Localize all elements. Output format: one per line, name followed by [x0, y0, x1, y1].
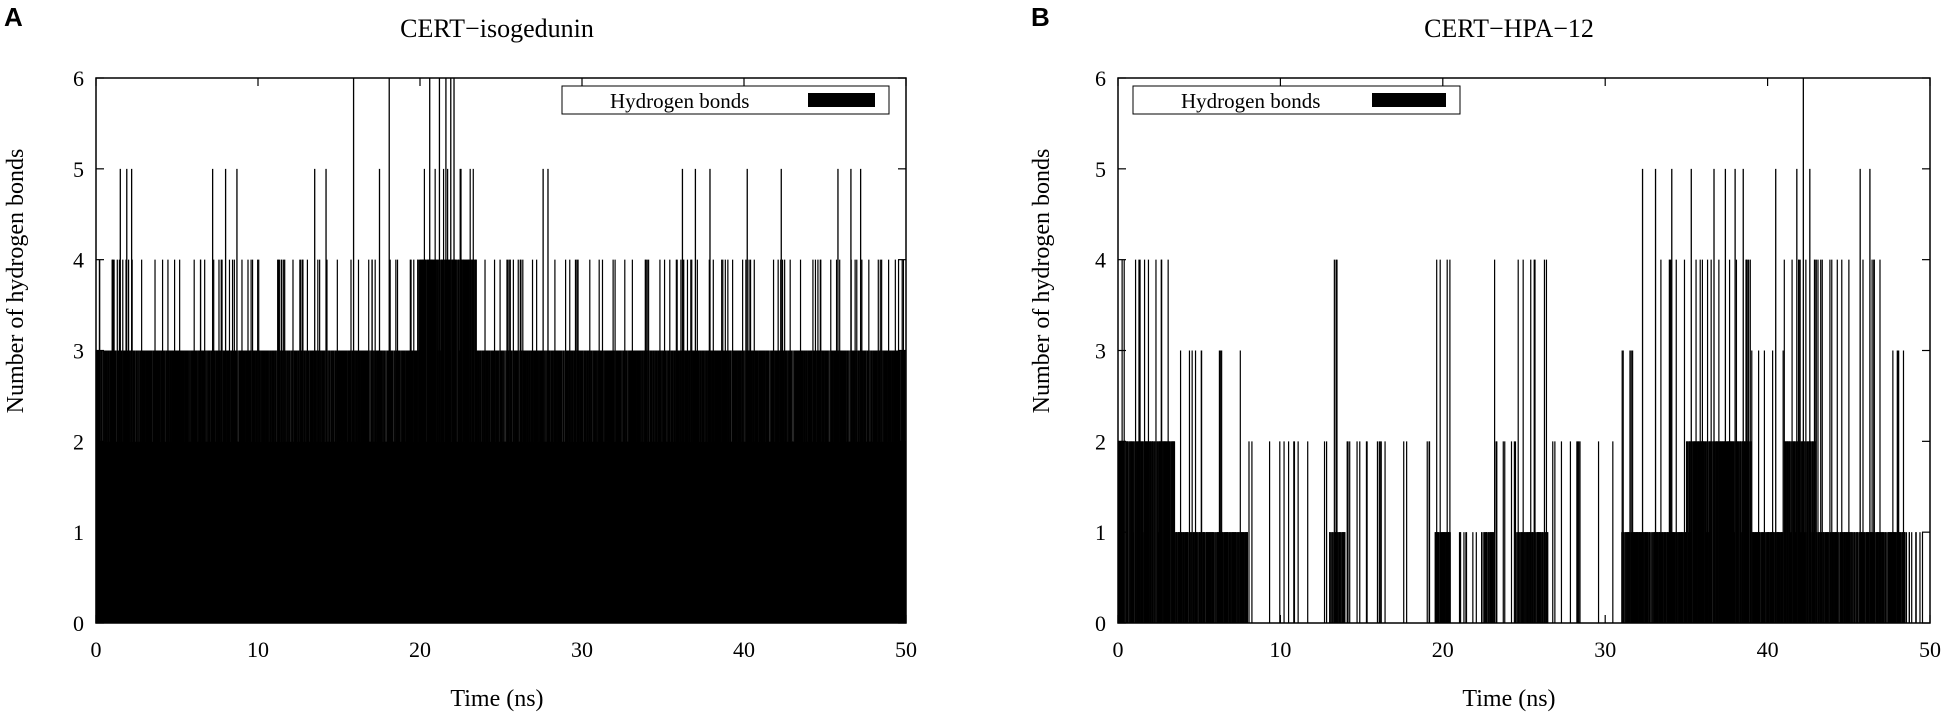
hbond-dense-area — [679, 350, 793, 442]
hydrogen-bond-series — [1117, 78, 1924, 623]
x-tick-label: 30 — [571, 637, 593, 662]
x-axis-label-a: Time (ns) — [450, 686, 543, 712]
x-tick-label: 30 — [1594, 637, 1616, 662]
x-tick-label: 10 — [1269, 637, 1291, 662]
plot-area-b — [1117, 77, 1931, 624]
y-tick-label: 2 — [1095, 429, 1106, 454]
hbond-dense-area — [1686, 441, 1752, 623]
x-tick-label: 10 — [247, 637, 269, 662]
hbond-dense-area — [1174, 532, 1248, 623]
chart-title-a: CERT−isogedunin — [400, 14, 594, 43]
x-tick-label: 20 — [409, 637, 431, 662]
hbond-dense-area — [241, 350, 356, 442]
x-tick-label: 40 — [1757, 637, 1779, 662]
y-tick-label: 4 — [73, 248, 84, 273]
hbond-dense-area — [355, 350, 420, 442]
y-tick-label: 1 — [73, 520, 84, 545]
legend-swatch-b — [1372, 93, 1446, 107]
y-tick-labels-b: 0 1 2 3 4 5 6 — [1095, 66, 1106, 636]
hbond-dense-area — [1621, 532, 1638, 623]
panel-letter-b: B — [1031, 2, 1050, 32]
hbond-dense-area — [1483, 532, 1495, 623]
x-tick-label: 40 — [733, 637, 755, 662]
hbond-dense-area — [1329, 532, 1346, 623]
hydrogen-bond-series — [95, 78, 907, 623]
legend-label-b: Hydrogen bonds — [1181, 89, 1320, 113]
y-tick-label: 0 — [73, 611, 84, 636]
y-tick-label: 2 — [73, 429, 84, 454]
hbond-dense-area — [792, 350, 906, 442]
chart-title-b: CERT−HPA−12 — [1424, 14, 1594, 43]
hbond-dense-area — [420, 259, 477, 442]
legend-swatch-a — [808, 93, 875, 107]
x-tick-labels-a: 0 10 20 30 40 50 — [91, 637, 918, 662]
hbond-dense-area — [1881, 532, 1906, 623]
y-tick-label: 6 — [73, 66, 84, 91]
y-tick-label: 5 — [1095, 157, 1106, 182]
hbond-dense-area — [1751, 532, 1784, 623]
y-tick-label: 0 — [1095, 611, 1106, 636]
x-tick-label: 20 — [1432, 637, 1454, 662]
chart-panel-a: A CERT−isogedunin 0 1 2 3 4 5 6 0 10 20 30 40 50 Ti… — [3, 2, 917, 712]
y-tick-label: 4 — [1095, 248, 1106, 273]
legend-a: Hydrogen bonds — [561, 85, 890, 115]
y-tick-labels-a: 0 1 2 3 4 5 6 — [73, 66, 84, 636]
y-tick-label: 5 — [73, 157, 84, 182]
y-axis-label-b: Number of hydrogen bonds — [1029, 149, 1055, 414]
x-tick-label: 50 — [1919, 637, 1941, 662]
hbond-dense-area — [1783, 441, 1817, 623]
y-tick-label: 3 — [1095, 339, 1106, 364]
hbond-dense-area — [128, 350, 242, 442]
legend-b: Hydrogen bonds — [1132, 85, 1461, 115]
y-tick-label: 3 — [73, 339, 84, 364]
y-tick-label: 6 — [1095, 66, 1106, 91]
y-axis-label-a: Number of hydrogen bonds — [3, 149, 29, 414]
hbond-dense-area — [1816, 532, 1882, 623]
x-tick-label: 0 — [1113, 637, 1124, 662]
plot-area-a — [95, 77, 907, 624]
hbond-dense-area — [1118, 441, 1175, 623]
x-tick-label: 50 — [895, 637, 917, 662]
x-axis-label-b: Time (ns) — [1462, 686, 1555, 712]
legend-label-a: Hydrogen bonds — [610, 89, 749, 113]
hbond-dense-area — [476, 350, 680, 442]
y-tick-label: 1 — [1095, 520, 1106, 545]
hbond-dense-area — [96, 350, 129, 442]
hbond-dense-area — [1434, 532, 1451, 623]
x-tick-labels-b: 0 10 20 30 40 50 — [1113, 637, 1942, 662]
hbond-dense-area — [1637, 532, 1687, 623]
x-tick-label: 0 — [91, 637, 102, 662]
hbond-dense-area — [1515, 532, 1549, 623]
chart-panel-b: B CERT−HPA−12 0 1 2 3 4 5 6 0 10 20 30 40 50 Time (… — [1029, 2, 1941, 712]
panel-letter-a: A — [4, 2, 23, 32]
